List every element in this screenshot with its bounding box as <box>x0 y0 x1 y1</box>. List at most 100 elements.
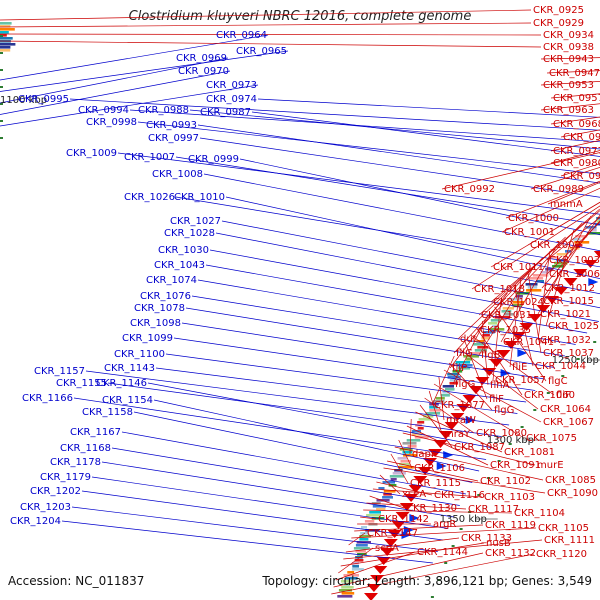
feature-stripe <box>447 373 460 376</box>
cds-arrow <box>364 593 378 600</box>
cds-arrow <box>593 251 600 259</box>
leader-line-right <box>457 236 566 340</box>
gene-label-right: CKR_0963 <box>543 105 594 116</box>
leader-line-left <box>181 322 545 380</box>
leader-line-right <box>540 103 600 111</box>
gc-marker <box>576 358 580 360</box>
gene-label-right: fliF <box>489 394 504 405</box>
leader-line-left <box>147 382 494 449</box>
cds-arrow <box>583 260 598 268</box>
leader-line-left <box>133 411 473 483</box>
feature-stripe <box>398 463 411 466</box>
leader-line-left <box>191 295 565 357</box>
leader-line-left <box>197 124 600 184</box>
cds-arrow <box>376 557 391 565</box>
leader-line-right <box>482 320 489 386</box>
gene-label-right: CKR_0980 <box>553 158 600 169</box>
gc-marker <box>593 341 597 343</box>
leader-line-right <box>331 553 535 595</box>
leader-line-left <box>215 232 600 309</box>
feature-stripe <box>411 430 421 433</box>
gc-marker <box>0 86 3 88</box>
feature-stripe <box>455 361 471 364</box>
gene-label-left: CKR_0994 <box>78 105 129 116</box>
gene-label-left: CKR_0993 <box>146 120 197 131</box>
gene-label-left: CKR_1074 <box>146 275 197 286</box>
feature-stripe <box>515 295 523 298</box>
feature-stripe <box>398 466 414 469</box>
leader-line-left <box>0 34 269 81</box>
gc-marker <box>0 137 3 139</box>
leader-line-right <box>372 488 483 498</box>
cds-arrow-left <box>588 278 599 286</box>
feature-stripe <box>476 340 485 343</box>
leader-line-right <box>505 180 600 219</box>
gene-label-right: CKR_1111 <box>544 535 595 546</box>
gene-label-right: CKR_1012 <box>544 283 595 294</box>
feature-stripe <box>382 481 395 484</box>
leader-line-right <box>441 152 600 190</box>
gene-label-right: CKR_1147 <box>367 528 418 539</box>
gene-label-right: CKR_0934 <box>543 30 594 41</box>
leader-line-right <box>541 220 600 289</box>
gene-label-right: CKR_1032 <box>540 335 591 346</box>
gene-label-right: fliF <box>556 390 571 401</box>
gene-label-left: CKR_1204 <box>10 516 61 527</box>
gene-label-right: CKR_0938 <box>543 42 594 53</box>
gene-label-right: CKR_1000 <box>508 213 559 224</box>
feature-stripe <box>402 451 413 454</box>
gene-label-right: CKR_1091 <box>490 460 541 471</box>
feature-stripe <box>596 220 600 223</box>
scale-tick-label: 1350 kbp <box>440 514 487 525</box>
feature-stripe <box>445 388 455 391</box>
cds-arrow <box>504 341 518 349</box>
gene-label-right: CKR_1003 <box>549 255 600 266</box>
leader-line-right <box>459 348 539 410</box>
gene-label-left: CKR_1030 <box>158 245 209 256</box>
gene-label-left: CKR_0995 <box>18 94 69 105</box>
feature-stripe <box>472 343 484 346</box>
leader-line-left <box>251 111 600 157</box>
feature-stripe <box>341 586 354 589</box>
feature-stripe <box>383 490 396 493</box>
gene-label-right: CKR_1119 <box>485 520 536 531</box>
gene-label-left: CKR_1007 <box>124 152 175 163</box>
leader-line-left <box>153 399 480 472</box>
leader-line-right <box>363 509 513 514</box>
gene-label-left: CKR_1078 <box>134 303 185 314</box>
gene-label-right: CKR_0947 <box>549 68 600 79</box>
leader-line-right <box>546 221 600 275</box>
feature-stripe <box>359 538 369 541</box>
gene-label-right: CKR_1064 <box>540 404 591 415</box>
leader-line-right <box>527 271 542 354</box>
cds-arrow <box>433 440 448 448</box>
cds-arrow <box>527 314 542 322</box>
feature-stripe <box>551 256 559 259</box>
feature-stripe <box>345 577 358 580</box>
gene-label-right: nusB <box>486 538 511 549</box>
leader-line-right <box>478 264 536 356</box>
gene-label-right: CKR_1044 <box>535 361 586 372</box>
gene-label-right: CKR_0968 <box>553 119 600 130</box>
feature-stripe <box>516 292 530 295</box>
accession-text: Accession: NC_011837 <box>8 574 145 588</box>
leader-line-left <box>0 70 231 115</box>
leader-line-right <box>545 229 575 327</box>
gene-label-right: CKR_1057 <box>495 375 546 386</box>
gene-label-right: CKR_1120 <box>536 549 587 560</box>
feature-stripe <box>488 322 498 325</box>
leader-line-right <box>448 362 493 411</box>
feature-stripe <box>0 49 11 52</box>
leader-line-right <box>409 418 412 455</box>
feature-stripe <box>376 508 386 511</box>
gene-label-right: CKR_1067 <box>543 417 594 428</box>
gene-label-right: CKR_0925 <box>533 5 584 16</box>
gene-label-right: CKR_1132 <box>485 548 536 559</box>
feature-stripe <box>364 520 375 523</box>
leader-line-left <box>137 121 600 175</box>
leader-line-left <box>111 447 460 506</box>
gc-marker <box>533 409 537 411</box>
leader-line-right <box>428 390 443 435</box>
leader-line-right <box>464 341 488 400</box>
leader-line-right <box>540 214 600 302</box>
